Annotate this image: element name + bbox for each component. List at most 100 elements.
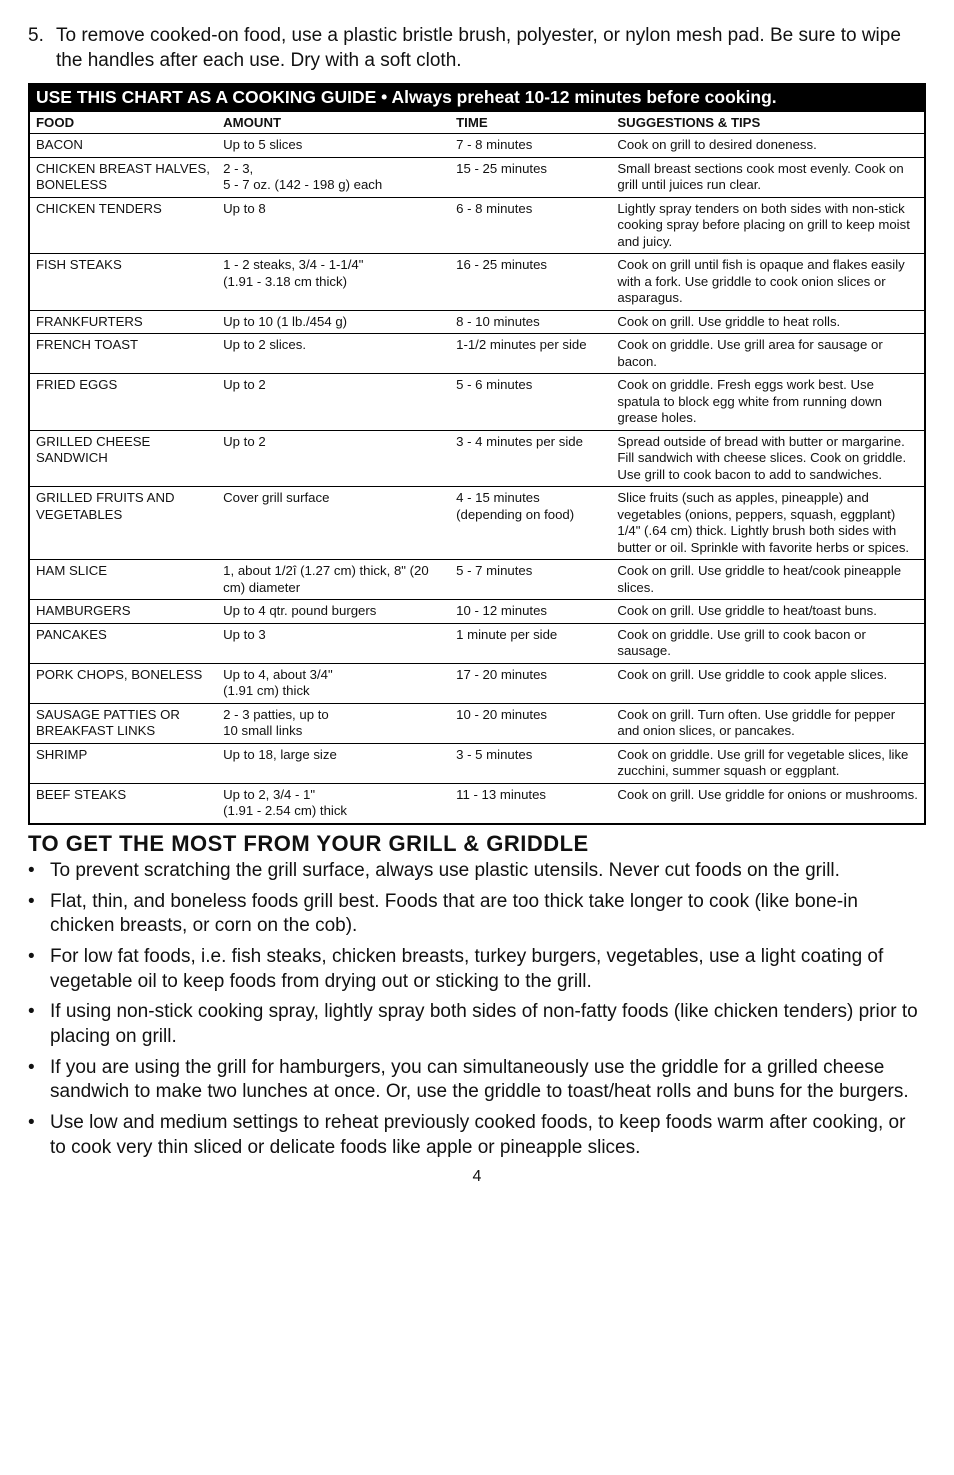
cell-sugg: Cook on grill. Turn often. Use griddle f… — [611, 703, 925, 743]
table-row: CHICKEN TENDERSUp to 86 - 8 minutesLight… — [29, 197, 925, 254]
cell-sugg: Cook on grill until fish is opaque and f… — [611, 254, 925, 311]
cell-food: GRILLED CHEESE SANDWICH — [29, 430, 217, 487]
cell-time: 15 - 25 minutes — [450, 157, 611, 197]
cell-food: FRANKFURTERS — [29, 310, 217, 334]
cell-time: 1 minute per side — [450, 623, 611, 663]
cell-sugg: Cook on grill. Use griddle for onions or… — [611, 783, 925, 824]
cell-food: CHICKEN BREAST HALVES, BONELESS — [29, 157, 217, 197]
cell-sugg: Cook on grill to desired doneness. — [611, 134, 925, 158]
cell-sugg: Cook on griddle. Use grill area for saus… — [611, 334, 925, 374]
cell-food: HAM SLICE — [29, 560, 217, 600]
intro-text: To remove cooked-on food, use a plastic … — [56, 24, 926, 73]
tip-item: •To prevent scratching the grill surface… — [28, 859, 926, 884]
table-row: GRILLED FRUITS AND VEGETABLESCover grill… — [29, 487, 925, 560]
table-row: FRIED EGGSUp to 25 - 6 minutesCook on gr… — [29, 374, 925, 431]
cell-sugg: Slice fruits (such as apples, pineapple)… — [611, 487, 925, 560]
cell-time: 8 - 10 minutes — [450, 310, 611, 334]
cell-sugg: Cook on grill. Use griddle to heat/toast… — [611, 600, 925, 624]
bullet-icon: • — [28, 1056, 50, 1105]
bullet-icon: • — [28, 1000, 50, 1049]
cell-amount: 1 - 2 steaks, 3/4 - 1-1/4" (1.91 - 3.18 … — [217, 254, 450, 311]
cell-food: SAUSAGE PATTIES OR BREAKFAST LINKS — [29, 703, 217, 743]
cell-time: 16 - 25 minutes — [450, 254, 611, 311]
cell-time: 3 - 5 minutes — [450, 743, 611, 783]
header-amount: AMOUNT — [217, 112, 450, 134]
table-row: PANCAKESUp to 31 minute per sideCook on … — [29, 623, 925, 663]
cell-food: FRIED EGGS — [29, 374, 217, 431]
cell-sugg: Cook on griddle. Fresh eggs work best. U… — [611, 374, 925, 431]
header-time: TIME — [450, 112, 611, 134]
cell-time: 3 - 4 minutes per side — [450, 430, 611, 487]
cell-sugg: Lightly spray tenders on both sides with… — [611, 197, 925, 254]
bullet-icon: • — [28, 890, 50, 939]
cell-sugg: Small breast sections cook most evenly. … — [611, 157, 925, 197]
intro-paragraph: 5. To remove cooked-on food, use a plast… — [28, 24, 926, 73]
cell-time: 10 - 12 minutes — [450, 600, 611, 624]
cell-food: HAMBURGERS — [29, 600, 217, 624]
header-food: FOOD — [29, 112, 217, 134]
cell-amount: Up to 4, about 3/4" (1.91 cm) thick — [217, 663, 450, 703]
table-row: FISH STEAKS1 - 2 steaks, 3/4 - 1-1/4" (1… — [29, 254, 925, 311]
cell-sugg: Cook on griddle. Use grill for vegetable… — [611, 743, 925, 783]
tips-heading: TO GET THE MOST FROM YOUR GRILL & GRIDDL… — [28, 831, 926, 857]
intro-number: 5. — [28, 24, 56, 73]
tip-text: If you are using the grill for hamburger… — [50, 1056, 926, 1105]
cell-amount: Up to 8 — [217, 197, 450, 254]
cell-food: GRILLED FRUITS AND VEGETABLES — [29, 487, 217, 560]
tip-text: If using non-stick cooking spray, lightl… — [50, 1000, 926, 1049]
cell-amount: 1, about 1/2î (1.27 cm) thick, 8" (20 cm… — [217, 560, 450, 600]
cell-amount: 2 - 3 patties, up to 10 small links — [217, 703, 450, 743]
cell-food: SHRIMP — [29, 743, 217, 783]
cell-food: FRENCH TOAST — [29, 334, 217, 374]
bullet-icon: • — [28, 1111, 50, 1160]
cell-sugg: Cook on grill. Use griddle to heat/cook … — [611, 560, 925, 600]
cell-sugg: Cook on grill. Use griddle to heat rolls… — [611, 310, 925, 334]
cell-time: 5 - 7 minutes — [450, 560, 611, 600]
table-row: PORK CHOPS, BONELESSUp to 4, about 3/4" … — [29, 663, 925, 703]
header-sugg: SUGGESTIONS & TIPS — [611, 112, 925, 134]
cell-time: 1-1/2 minutes per side — [450, 334, 611, 374]
cell-food: CHICKEN TENDERS — [29, 197, 217, 254]
cell-time: 11 - 13 minutes — [450, 783, 611, 824]
table-row: GRILLED CHEESE SANDWICHUp to 23 - 4 minu… — [29, 430, 925, 487]
cell-sugg: Cook on griddle. Use grill to cook bacon… — [611, 623, 925, 663]
cell-sugg: Cook on grill. Use griddle to cook apple… — [611, 663, 925, 703]
cell-food: BEEF STEAKS — [29, 783, 217, 824]
tip-text: To prevent scratching the grill surface,… — [50, 859, 840, 884]
cell-amount: 2 - 3, 5 - 7 oz. (142 - 198 g) each — [217, 157, 450, 197]
cell-amount: Up to 5 slices — [217, 134, 450, 158]
tip-item: •If using non-stick cooking spray, light… — [28, 1000, 926, 1049]
table-row: CHICKEN BREAST HALVES, BONELESS2 - 3, 5 … — [29, 157, 925, 197]
cell-amount: Up to 2 slices. — [217, 334, 450, 374]
bullet-icon: • — [28, 859, 50, 884]
tips-list: •To prevent scratching the grill surface… — [28, 859, 926, 1161]
bullet-icon: • — [28, 945, 50, 994]
cell-time: 17 - 20 minutes — [450, 663, 611, 703]
cell-food: PANCAKES — [29, 623, 217, 663]
cell-amount: Up to 18, large size — [217, 743, 450, 783]
table-row: FRENCH TOASTUp to 2 slices.1-1/2 minutes… — [29, 334, 925, 374]
table-row: BACONUp to 5 slices7 - 8 minutesCook on … — [29, 134, 925, 158]
page-number: 4 — [28, 1168, 926, 1186]
cooking-guide-table: FOOD AMOUNT TIME SUGGESTIONS & TIPS BACO… — [28, 112, 926, 825]
tip-item: •Use low and medium settings to reheat p… — [28, 1111, 926, 1160]
tip-text: For low fat foods, i.e. fish steaks, chi… — [50, 945, 926, 994]
tip-item: •Flat, thin, and boneless foods grill be… — [28, 890, 926, 939]
cell-food: BACON — [29, 134, 217, 158]
table-row: SHRIMPUp to 18, large size3 - 5 minutesC… — [29, 743, 925, 783]
cell-amount: Up to 3 — [217, 623, 450, 663]
table-row: HAM SLICE1, about 1/2î (1.27 cm) thick, … — [29, 560, 925, 600]
table-row: HAMBURGERSUp to 4 qtr. pound burgers10 -… — [29, 600, 925, 624]
chart-title-sub: • Always preheat 10-12 minutes before co… — [376, 87, 776, 107]
tip-item: •For low fat foods, i.e. fish steaks, ch… — [28, 945, 926, 994]
chart-title-main: USE THIS CHART AS A COOKING GUIDE — [36, 87, 376, 107]
cell-amount: Up to 2, 3/4 - 1" (1.91 - 2.54 cm) thick — [217, 783, 450, 824]
cell-time: 7 - 8 minutes — [450, 134, 611, 158]
cell-sugg: Spread outside of bread with butter or m… — [611, 430, 925, 487]
cell-amount: Up to 2 — [217, 374, 450, 431]
cell-time: 10 - 20 minutes — [450, 703, 611, 743]
cell-food: FISH STEAKS — [29, 254, 217, 311]
cell-amount: Up to 10 (1 lb./454 g) — [217, 310, 450, 334]
table-header-row: FOOD AMOUNT TIME SUGGESTIONS & TIPS — [29, 112, 925, 134]
cell-time: 5 - 6 minutes — [450, 374, 611, 431]
